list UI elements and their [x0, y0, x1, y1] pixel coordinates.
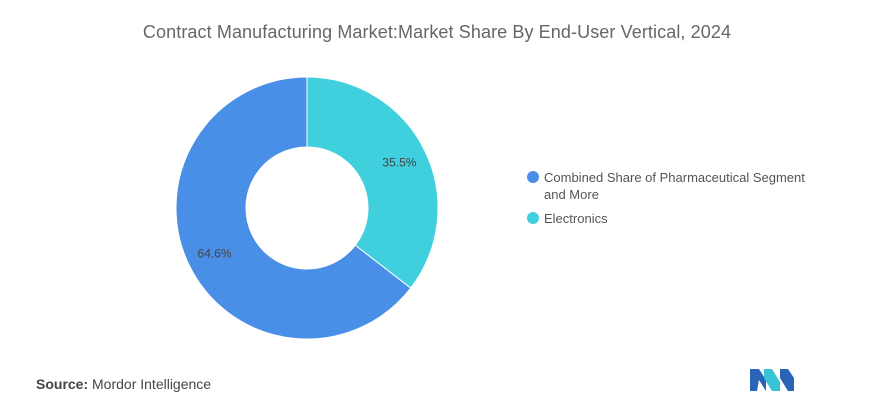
legend-item-pharmaceutical[interactable]: Combined Share of Pharmaceutical Segment…	[527, 169, 827, 203]
source-attribution: Source: Mordor Intelligence	[36, 376, 211, 392]
legend-swatch-pharmaceutical	[527, 171, 539, 183]
legend: Combined Share of Pharmaceutical Segment…	[527, 169, 827, 234]
donut-slice-pharmaceutical[interactable]	[175, 76, 412, 340]
chart-title: Contract Manufacturing Market:Market Sha…	[142, 22, 732, 42]
legend-label-electronics: Electronics	[544, 211, 608, 226]
source-label: Source:	[36, 376, 89, 392]
legend-label-pharmaceutical: Combined Share of Pharmaceutical Segment…	[544, 170, 805, 202]
slice-label-electronics: 35.5%	[382, 156, 416, 170]
slice-label-pharmaceutical: 64.6%	[198, 246, 232, 260]
legend-item-electronics[interactable]: Electronics	[527, 210, 827, 227]
donut-slice-electronics[interactable]	[306, 76, 439, 289]
legend-swatch-electronics	[527, 212, 539, 224]
source-value: Mordor Intelligence	[92, 376, 212, 392]
mordor-intelligence-logo-icon	[750, 369, 794, 391]
